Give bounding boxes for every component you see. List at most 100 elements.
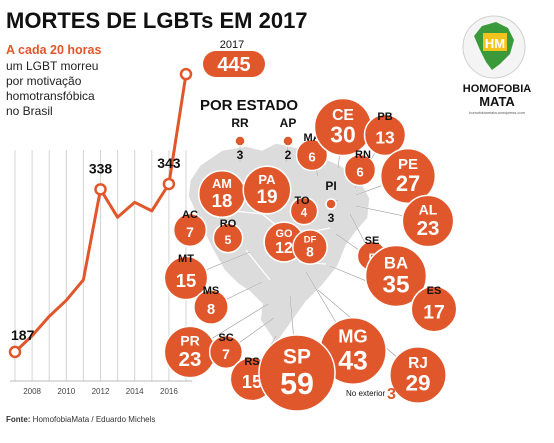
state-value-label: 59 [280, 367, 314, 401]
point-label: 338 [89, 160, 113, 176]
state-value-label: 30 [330, 122, 355, 148]
state-code-label: ES [427, 285, 442, 297]
state-code-label: AM [212, 176, 232, 191]
state-code-label: MS [203, 285, 220, 297]
state-bubble [289, 196, 319, 226]
state-code-label: BA [384, 253, 408, 272]
x-tick-label: 2012 [92, 387, 110, 396]
logo-flag-band [483, 33, 507, 51]
point-label: 343 [157, 155, 181, 171]
state-code-label: PI [325, 179, 336, 193]
state-bubble [379, 147, 437, 205]
x-tick-label: 2008 [23, 387, 41, 396]
state-code-label: MG [338, 326, 367, 347]
state-value-label: 7 [222, 346, 230, 362]
state-bubble [410, 285, 458, 333]
state-bubble [163, 255, 209, 301]
state-value-label: 23 [179, 348, 202, 371]
abroad-value: 3 [387, 386, 396, 403]
state-code-label: RO [220, 218, 237, 230]
state-code-label: GO [275, 228, 293, 240]
state-value-label: 7 [186, 224, 194, 240]
intro-line-3: homotransfóbica [6, 89, 95, 103]
data-point [94, 183, 107, 196]
x-tick-label: 2016 [160, 387, 178, 396]
state-value-label: 18 [212, 190, 233, 211]
point-caption: 2017 [220, 39, 244, 51]
state-code-label: SE [365, 235, 380, 247]
state-bubble [401, 194, 455, 248]
state-code-label: RS [244, 356, 259, 368]
state-code-label: SC [218, 332, 233, 344]
state-bubble [282, 135, 294, 147]
state-value-label: 3 [328, 211, 335, 225]
state-bubble [193, 289, 229, 325]
state-code-label: RN [355, 149, 371, 161]
source-note: Fonte: HomofobiaMata / Eduardo Michels [6, 415, 155, 424]
intro-line-2: por motivação [6, 74, 82, 88]
state-value-label: 13 [375, 128, 395, 148]
state-bubble [295, 138, 329, 172]
state-code-label: AC [182, 209, 198, 221]
logo-line2: MATA [479, 94, 515, 109]
intro-line-4: no Brasil [6, 104, 53, 118]
state-value-label: 23 [417, 217, 440, 240]
state-value-label: 15 [176, 270, 196, 291]
state-code-label: PE [398, 156, 418, 173]
data-point [179, 67, 193, 81]
intro-headline: A cada 20 horas [6, 43, 101, 57]
x-tick-label: 2010 [57, 387, 75, 396]
state-value-label: 19 [256, 187, 277, 208]
page-title: MORTES DE LGBTs EM 2017 [6, 8, 308, 33]
state-value-label: 15 [242, 371, 262, 392]
state-value-label: 12 [275, 240, 293, 257]
state-code-label: MT [178, 253, 194, 265]
state-code-label: AP [280, 116, 297, 130]
state-value-label: 6 [356, 165, 363, 180]
logo-tagline: homofobiamata.wordpress.com [469, 110, 525, 115]
series-points [8, 67, 193, 359]
state-value-label: 2 [285, 148, 292, 162]
data-point [8, 345, 22, 359]
state-value-label: 29 [405, 370, 430, 395]
state-bubble [258, 334, 336, 412]
state-value-label: 35 [382, 272, 409, 299]
state-code-label: RR [231, 116, 249, 130]
state-code-label: PB [377, 111, 392, 123]
logo-line1: HOMOFOBIA [463, 83, 531, 95]
state-bubble [389, 346, 447, 404]
state-value-label: 4 [301, 208, 308, 220]
state-bubble [242, 165, 292, 215]
point-label-pill [203, 51, 265, 77]
logo-initials: HM [485, 36, 505, 51]
data-point [162, 177, 176, 191]
state-code-label: PA [258, 172, 276, 187]
state-bubble [212, 222, 244, 254]
state-bubble [208, 334, 244, 370]
state-code-label: CE [332, 107, 354, 124]
state-value-label: 17 [423, 303, 444, 324]
state-bubble [343, 153, 377, 187]
source-label: Fonte: [6, 415, 30, 424]
abroad-label: No exterior [346, 389, 385, 398]
state-value-label: 6 [308, 150, 315, 165]
point-label: 445 [217, 54, 250, 76]
state-code-label: SP [283, 345, 311, 368]
state-code-label: AL [419, 202, 438, 218]
state-code-label: RJ [408, 355, 428, 372]
state-bubble [363, 113, 407, 157]
state-value-label: 8 [306, 244, 314, 259]
state-heading: POR ESTADO [200, 97, 298, 114]
x-tick-label: 2014 [126, 387, 144, 396]
state-value-label: 5 [225, 233, 232, 247]
state-bubble [172, 212, 208, 248]
state-bubble [234, 135, 246, 147]
point-label: 187 [11, 327, 35, 343]
state-bubble [364, 244, 428, 308]
x-axis-ticks: 2008 2010 2012 2014 2016 [23, 387, 178, 396]
source-text: HomofobiaMata / Eduardo Michels [33, 415, 156, 424]
intro-line-1: um LGBT morreu [6, 59, 98, 73]
state-value-label: 3 [237, 148, 244, 162]
